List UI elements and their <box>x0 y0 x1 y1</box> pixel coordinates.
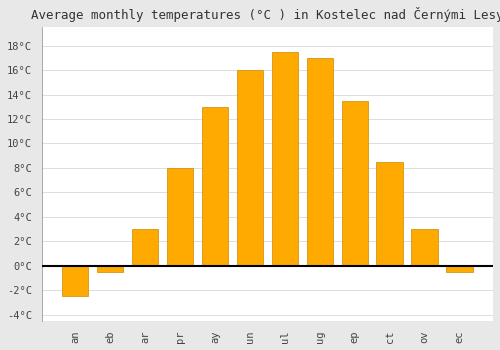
Bar <box>202 107 228 266</box>
Bar <box>132 229 158 266</box>
Bar <box>306 58 333 266</box>
Bar <box>342 101 368 266</box>
Bar <box>97 266 124 272</box>
Title: Average monthly temperatures (°C ) in Kostelec nad Černými Lesy: Average monthly temperatures (°C ) in Ko… <box>31 7 500 22</box>
Bar <box>62 266 88 296</box>
Bar <box>237 70 263 266</box>
Bar <box>376 162 402 266</box>
Bar <box>167 168 193 266</box>
Bar <box>412 229 438 266</box>
Bar <box>272 52 298 266</box>
Bar <box>446 266 472 272</box>
